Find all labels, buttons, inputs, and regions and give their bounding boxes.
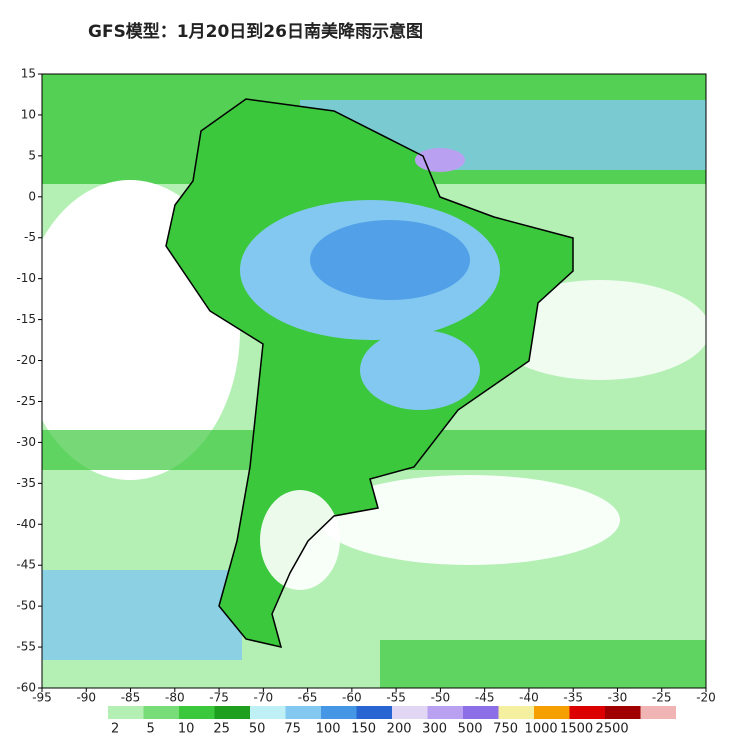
colorbar-label: 2 <box>111 722 119 737</box>
x-tick-label: -65 <box>298 691 318 705</box>
colorbar-label: 500 <box>458 722 483 737</box>
x-tick-label: -80 <box>165 691 185 705</box>
y-tick-label: -50 <box>16 599 36 613</box>
x-tick-label: -30 <box>608 691 628 705</box>
colorbar-label: 10 <box>178 722 195 737</box>
x-tick-label: -45 <box>475 691 495 705</box>
y-tick-label: -40 <box>16 517 36 531</box>
y-tick-label: -45 <box>16 558 36 572</box>
y-tick-label: 5 <box>28 148 36 162</box>
y-tick-label: -5 <box>24 230 36 244</box>
colorbar-label: 50 <box>249 722 266 737</box>
colorbar-swatch <box>285 706 321 719</box>
colorbar-swatch <box>569 706 605 719</box>
colorbar-label: 75 <box>284 722 301 737</box>
colorbar-swatch <box>179 706 215 719</box>
colorbar-swatch <box>534 706 570 719</box>
precip-field <box>42 74 706 688</box>
colorbar-swatch <box>321 706 357 719</box>
colorbar-swatch <box>463 706 499 719</box>
map-frame <box>41 73 707 689</box>
y-tick-label: -30 <box>16 435 36 449</box>
y-tick-label: 15 <box>21 67 36 81</box>
colorbar-label: 200 <box>387 722 412 737</box>
x-tick-label: -20 <box>696 691 716 705</box>
x-tick-label: -40 <box>519 691 539 705</box>
colorbar-label: 2500 <box>596 722 629 737</box>
colorbar-swatch <box>427 706 463 719</box>
colorbar-swatch <box>640 706 676 719</box>
y-tick-label: -25 <box>16 394 36 408</box>
y-tick-label: -60 <box>16 681 36 695</box>
colorbar-label: 1500 <box>560 722 593 737</box>
colorbar-swatch <box>108 706 144 719</box>
colorbar-label: 25 <box>213 722 230 737</box>
y-tick-label: -55 <box>16 640 36 654</box>
x-tick-label: -35 <box>563 691 583 705</box>
colorbar-swatch <box>605 706 641 719</box>
colorbar-swatch <box>356 706 392 719</box>
colorbar-swatch <box>392 706 428 719</box>
colorbar-label: 5 <box>146 722 154 737</box>
y-tick-label: -35 <box>16 476 36 490</box>
colorbar-label: 750 <box>493 722 518 737</box>
colorbar-swatch <box>214 706 250 719</box>
y-tick-label: -20 <box>16 353 36 367</box>
x-tick-label: -50 <box>431 691 451 705</box>
y-tick-label: 0 <box>28 189 36 203</box>
colorbar-label: 100 <box>316 722 341 737</box>
x-tick-label: -95 <box>32 691 52 705</box>
x-tick-label: -90 <box>76 691 96 705</box>
x-tick-label: -75 <box>209 691 229 705</box>
y-tick-label: -15 <box>16 312 36 326</box>
x-tick-label: -85 <box>121 691 141 705</box>
x-tick-label: -55 <box>386 691 406 705</box>
colorbar-label: 300 <box>422 722 447 737</box>
y-tick-label: 10 <box>21 107 36 121</box>
title: GFS模型：1月20日到26日南美降雨示意图 <box>88 21 423 42</box>
x-tick-label: -60 <box>342 691 362 705</box>
y-tick-label: -10 <box>16 271 36 285</box>
x-tick-label: -70 <box>254 691 274 705</box>
x-tick-label: -25 <box>652 691 672 705</box>
colorbar-swatch <box>143 706 179 719</box>
colorbar-label: 1000 <box>525 722 558 737</box>
colorbar-swatch <box>250 706 286 719</box>
colorbar-label: 150 <box>351 722 376 737</box>
colorbar-swatch <box>498 706 534 719</box>
